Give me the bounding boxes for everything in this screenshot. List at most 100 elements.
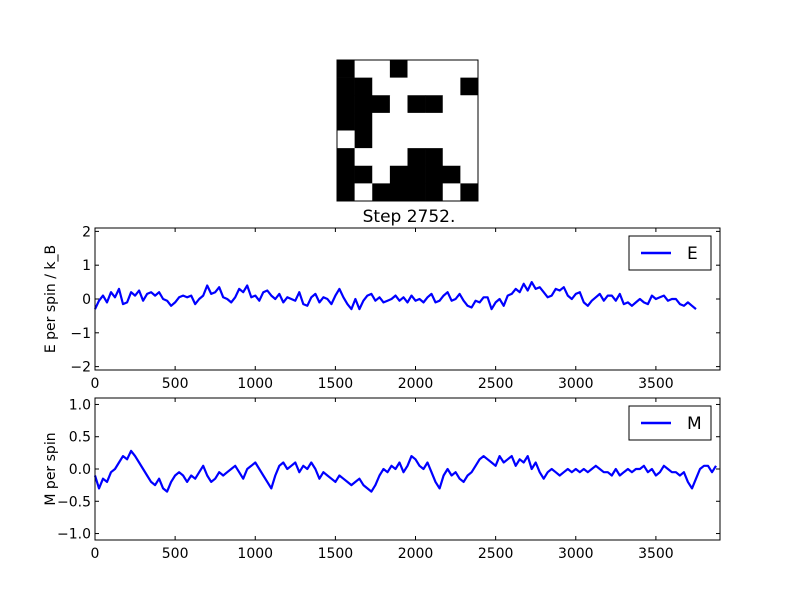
spin-cell [425, 183, 444, 202]
y-tick-label: 0.0 [69, 462, 91, 478]
x-tick-label: 1500 [318, 376, 354, 392]
spin-cell [354, 112, 373, 131]
y-tick-label: 0.5 [69, 430, 91, 446]
spin-cell [460, 95, 479, 114]
y-axis-label: E per spin / k_B [43, 245, 59, 353]
spin-cell [442, 60, 461, 78]
spin-cell [372, 112, 391, 131]
y-tick-label: −0.5 [57, 494, 91, 510]
series-line-m [93, 449, 717, 493]
spin-cell [389, 183, 408, 202]
spin-cell [354, 148, 373, 167]
spin-cell [460, 77, 479, 96]
legend-label: M [687, 414, 702, 434]
x-tick-label: 1500 [318, 546, 354, 562]
spin-lattice-image [336, 59, 479, 202]
spin-cell [372, 183, 391, 202]
series-line-e [94, 281, 697, 311]
spin-cell [425, 95, 444, 114]
spin-cell [372, 165, 391, 184]
spin-cell [460, 183, 479, 202]
x-tick-label: 2000 [398, 546, 434, 562]
spin-cell [425, 77, 444, 96]
spin-cell [372, 148, 391, 167]
spin-cell [442, 112, 461, 131]
x-tick-label: 0 [91, 376, 100, 392]
spin-cell [389, 95, 408, 114]
spin-cell [442, 183, 461, 202]
spin-cell [354, 183, 373, 202]
spin-cell [337, 183, 355, 202]
spin-cell [354, 165, 373, 184]
y-tick-label: −1.0 [57, 527, 91, 543]
energy-plot: 0 500 1000 1500 2000 2500 3000 3500 −2 −1 0 1 2 E per… [43, 224, 721, 392]
spin-cell [460, 130, 479, 149]
spin-cell [372, 77, 391, 96]
x-tick-label: 0 [91, 546, 100, 562]
spin-cell [442, 77, 461, 96]
x-tick-label: 2500 [478, 546, 514, 562]
x-tick-label: 500 [162, 546, 189, 562]
spin-cell [407, 77, 426, 96]
spin-cell [389, 77, 408, 96]
spin-cell [389, 148, 408, 167]
y-tick-label: 1 [82, 258, 91, 274]
spin-cell [337, 112, 355, 131]
spin-cell [337, 77, 355, 96]
spin-cell [337, 130, 355, 149]
x-tick-label: 3500 [638, 376, 674, 392]
spin-cell [372, 60, 391, 78]
spin-cell [354, 77, 373, 96]
plot-frame [94, 227, 721, 371]
spin-cell [337, 148, 355, 167]
y-tick-label: 1.0 [69, 397, 91, 413]
spin-cell [407, 148, 426, 167]
x-tick-label: 3000 [558, 376, 594, 392]
spin-cell [337, 95, 355, 114]
spin-cell [389, 165, 408, 184]
spin-cell [389, 130, 408, 149]
x-tick-label: 500 [162, 376, 189, 392]
spin-cell [425, 112, 444, 131]
x-tick-label: 3500 [638, 546, 674, 562]
spin-cell [372, 95, 391, 114]
spin-cell [425, 130, 444, 149]
y-tick-label: 0 [82, 292, 91, 308]
spin-lattice-frame [336, 59, 479, 202]
spin-cell [337, 165, 355, 184]
spin-cell [407, 95, 426, 114]
spin-cell [460, 165, 479, 184]
plot-title: Step 2752. [363, 207, 456, 227]
y-tick-label: −2 [70, 360, 91, 376]
spin-cell [460, 60, 479, 78]
plot-frame [94, 397, 721, 541]
spin-cell [407, 112, 426, 131]
y-tick-label: 2 [82, 224, 91, 240]
spin-cell [407, 183, 426, 202]
spin-cell [337, 60, 355, 78]
x-tick-label: 1000 [237, 376, 273, 392]
spin-cell [354, 130, 373, 149]
spin-cell [425, 60, 444, 78]
spin-cell [354, 95, 373, 114]
spin-cell [442, 148, 461, 167]
spin-cell [460, 148, 479, 167]
y-tick-label: −1 [70, 326, 91, 342]
spin-cell [460, 112, 479, 131]
spin-cell [407, 165, 426, 184]
spin-cell [389, 112, 408, 131]
x-tick-label: 2000 [398, 376, 434, 392]
spin-cell [425, 165, 444, 184]
spin-cell [407, 130, 426, 149]
spin-cell [442, 95, 461, 114]
spin-cell [442, 165, 461, 184]
x-tick-label: 2500 [478, 376, 514, 392]
y-axis-label: M per spin [43, 432, 59, 505]
x-tick-label: 3000 [558, 546, 594, 562]
spin-cell [372, 130, 391, 149]
x-tick-label: 1000 [237, 546, 273, 562]
spin-cell [389, 60, 408, 78]
spin-cell [425, 148, 444, 167]
spin-cell [442, 130, 461, 149]
